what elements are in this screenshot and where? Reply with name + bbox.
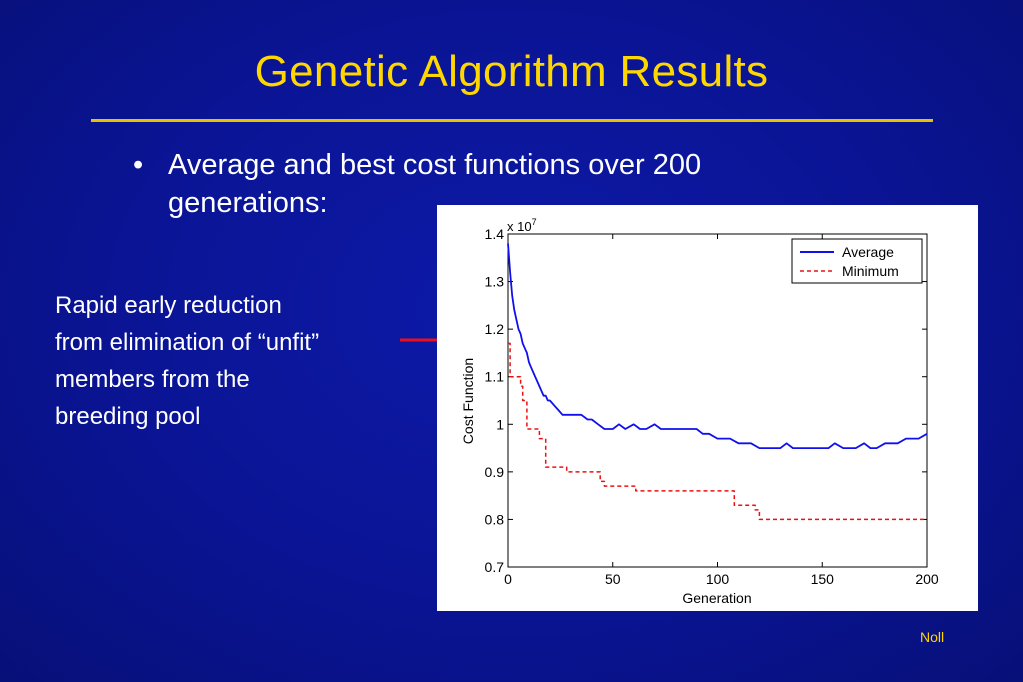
legend-label-minimum: Minimum bbox=[842, 263, 899, 279]
y-tick-label: 1.1 bbox=[485, 369, 505, 385]
cost-function-chart: 0 50 100 150 200 0.7 0.8 0.9 1 1.1 1.2 1.3 1.4 x 107… bbox=[460, 217, 939, 606]
credit-text: Noll bbox=[920, 629, 945, 645]
side-annotation-line: Rapid early reduction bbox=[55, 292, 282, 319]
y-exponent-label: x 107 bbox=[507, 217, 537, 234]
y-exponent-base: x 10 bbox=[507, 219, 532, 234]
bullet-text: Average and best cost functions over 200… bbox=[168, 149, 702, 219]
x-tick-label: 150 bbox=[811, 571, 835, 587]
plot-frame bbox=[507, 233, 928, 568]
title-underline bbox=[91, 119, 933, 122]
side-annotation: Rapid early reduction from elimination o… bbox=[55, 287, 415, 435]
side-annotation-line: members from the bbox=[55, 366, 250, 393]
bullet-marker: • bbox=[133, 149, 144, 181]
x-tick-label: 200 bbox=[915, 571, 939, 587]
x-tick-label: 100 bbox=[706, 571, 730, 587]
x-axis-label: Generation bbox=[682, 590, 751, 606]
y-tick-label: 0.7 bbox=[485, 559, 505, 575]
legend-box bbox=[791, 238, 923, 284]
series-average-line bbox=[507, 243, 928, 450]
y-tick-label: 1.2 bbox=[485, 321, 505, 337]
axis-ticks: 0 50 100 150 200 0.7 0.8 0.9 1 1.1 1.2 1.3 1.4 bbox=[485, 226, 939, 587]
y-tick-label: 1 bbox=[496, 416, 504, 432]
y-tick-label: 1.4 bbox=[485, 226, 505, 242]
x-tick-label: 50 bbox=[605, 571, 621, 587]
legend: Average Minimum bbox=[791, 238, 923, 284]
y-tick-label: 1.3 bbox=[485, 274, 505, 290]
series-layer bbox=[507, 243, 928, 521]
legend-label-average: Average bbox=[842, 244, 894, 260]
chart-panel: 0 50 100 150 200 0.7 0.8 0.9 1 1.1 1.2 1.3 1.4 x 107… bbox=[437, 205, 978, 611]
side-annotation-line: from elimination of “unfit” bbox=[55, 329, 320, 356]
series-minimum-line bbox=[508, 342, 927, 521]
slide-title: Genetic Algorithm Results bbox=[254, 47, 769, 96]
y-tick-label: 0.9 bbox=[485, 464, 505, 480]
x-tick-label: 0 bbox=[504, 571, 512, 587]
y-tick-label: 0.8 bbox=[485, 511, 505, 527]
side-annotation-line: breeding pool bbox=[55, 403, 201, 430]
y-exponent-power: 7 bbox=[532, 217, 537, 227]
y-axis-label: Cost Function bbox=[460, 358, 476, 444]
